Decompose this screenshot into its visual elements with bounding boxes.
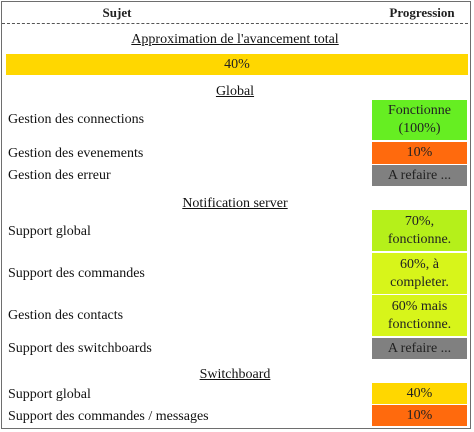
column-header-subject: Sujet (102, 5, 132, 20)
overall-title-text: Approximation de l'avancement total (131, 32, 339, 47)
column-header-progress: Progression (389, 5, 455, 20)
status-badge: 60%, à completer. (372, 253, 467, 294)
status-badge-text: Fonctionne (100%) (388, 103, 451, 136)
status-badge: 10% (372, 405, 467, 426)
status-badge-text: A refaire ... (387, 167, 452, 183)
section-title-switchboard: Switchboard (2, 367, 468, 383)
status-badge: Fonctionne (100%) (372, 100, 467, 140)
row-label: Gestion des connections (8, 112, 145, 127)
status-badge-text: 10% (406, 407, 433, 423)
status-badge-text: A refaire ... (387, 340, 452, 356)
row-label: Gestion des erreur (8, 168, 111, 183)
row-label: Support des commandes / messages (8, 409, 209, 424)
section-title-global: Global (2, 84, 468, 100)
status-badge-text: 10% (406, 145, 433, 160)
overall-progress-bar: 40% (6, 54, 468, 75)
status-badge: 10% (372, 142, 467, 164)
status-badge-text: 60% mais fonctionne. (387, 298, 452, 332)
status-badge: 70%, fonctionne. (372, 210, 467, 251)
status-badge-text: 40% (406, 385, 433, 401)
status-badge: 40% (372, 383, 467, 404)
overall-title: Approximation de l'avancement total (2, 32, 468, 48)
status-badge: 60% mais fonctionne. (372, 295, 467, 336)
status-badge: A refaire ... (372, 165, 467, 186)
table-header: Sujet Progression (2, 2, 468, 24)
row-label: Support des commandes (8, 266, 145, 281)
row-label: Gestion des evenements (8, 146, 144, 161)
status-badge: A refaire ... (372, 338, 467, 359)
row-label: Support global (8, 224, 91, 239)
row-label: Support global (8, 387, 91, 402)
status-badge-text: 60%, à completer. (390, 256, 449, 290)
section-title-notification-text: Notification server (182, 196, 288, 211)
section-title-notification: Notification server (2, 196, 468, 212)
row-label: Gestion des contacts (8, 308, 124, 323)
status-badge-text: 70%, fonctionne. (387, 213, 452, 247)
section-title-global-text: Global (215, 84, 255, 99)
section-title-switchboard-text: Switchboard (199, 367, 271, 382)
row-label: Support des switchboards (8, 341, 152, 356)
